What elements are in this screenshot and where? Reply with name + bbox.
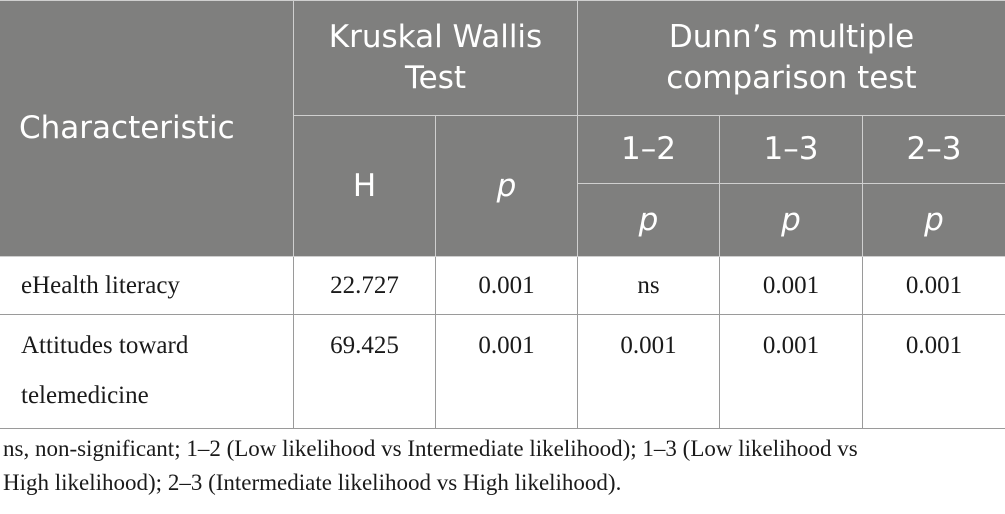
table-header: Characteristic Kruskal Wallis Test Dunn’… [0,0,1005,257]
header-pair-1-2: 1–2 [577,115,720,184]
table-row: eHealth literacy 22.727 0.001 ns 0.001 0… [0,256,1005,315]
row-h-value: 69.425 [293,314,436,429]
row-p-2-3: 0.001 [861,256,1005,315]
header-kruskal-wallis: Kruskal Wallis Test [293,0,578,116]
header-dunn-line1: Dunn’s multiple [668,19,915,55]
header-p-1-3: p [719,183,863,257]
header-p-2-3: p [861,183,1005,257]
row-characteristic: eHealth literacy [0,256,294,315]
row-p-value: 0.001 [435,256,578,315]
row-characteristic-line1: Attitudes toward [21,332,189,359]
table-row: Attitudes toward telemedicine 69.425 0.0… [0,314,1005,429]
row-p-1-2: ns [577,256,720,315]
results-table: Characteristic Kruskal Wallis Test Dunn’… [0,0,1005,429]
footnote-line1: ns, non-significant; 1–2 (Low likelihood… [3,436,858,461]
row-p-1-3: 0.001 [719,314,863,429]
table-body: eHealth literacy 22.727 0.001 ns 0.001 0… [0,256,1005,429]
header-pair-1-3: 1–3 [719,115,863,184]
header-dunn-line2: comparison test [666,60,917,96]
footnote-line2: High likelihood); 2–3 (Intermediate like… [3,470,622,495]
row-p-1-2: 0.001 [577,314,720,429]
row-h-value: 22.727 [293,256,436,315]
row-p-1-3: 0.001 [719,256,863,315]
row-p-2-3: 0.001 [861,314,1005,429]
row-characteristic: Attitudes toward telemedicine [0,314,294,429]
row-p-value: 0.001 [435,314,578,429]
header-dunn: Dunn’s multiple comparison test [576,0,1005,116]
table-footnote: ns, non-significant; 1–2 (Low likelihood… [3,432,1003,500]
header-h: H [293,115,436,257]
header-kruskal-line1: Kruskal Wallis [328,19,543,55]
header-p-1-2: p [577,183,720,257]
header-pair-2-3: 2–3 [861,115,1005,184]
header-characteristic: Characteristic [0,0,294,257]
header-kruskal-line2: Test [404,60,467,96]
header-p: p [435,115,578,257]
row-characteristic-line2: telemedicine [21,382,149,409]
